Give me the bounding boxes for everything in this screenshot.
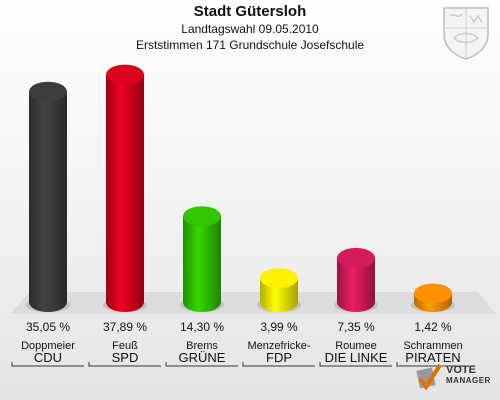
candidate-label: Doppmeier — [21, 340, 75, 352]
party-underline — [88, 362, 161, 367]
bar-grüne — [180, 206, 224, 312]
party-underline — [396, 362, 469, 367]
candidate-label: Feuß — [112, 340, 138, 352]
party-underline — [11, 362, 84, 367]
party-underline — [165, 362, 238, 367]
candidate-label: Brems — [186, 340, 218, 352]
party-label: GRÜNE — [179, 350, 226, 365]
chart-subtitle: Landtagswahl 09.05.2010 — [181, 22, 319, 36]
bar-fdp — [257, 268, 301, 312]
bar-cdu — [26, 81, 70, 312]
party-underline — [319, 362, 392, 367]
logo-text-vote: VOTE — [446, 364, 476, 376]
value-label: 37,89 % — [103, 320, 147, 334]
party-label: FDP — [266, 350, 292, 365]
ballot-check-icon — [416, 363, 442, 391]
candidate-label: Schrammen — [403, 340, 462, 352]
party-underline — [242, 362, 315, 367]
candidate-label: Menzefricke- — [248, 340, 311, 352]
party-label: SPD — [112, 350, 139, 365]
candidate-label: Roumee — [335, 340, 377, 352]
party-label: PIRATEN — [405, 350, 460, 365]
value-label: 1,42 % — [414, 320, 452, 334]
party-label: DIE LINKE — [325, 350, 388, 365]
bar-die-linke — [334, 247, 378, 312]
logo-text-manager: MANAGER — [446, 376, 491, 385]
bar-spd — [103, 64, 147, 312]
value-label: 35,05 % — [26, 320, 70, 334]
chart-subtitle-detail: Erststimmen 171 Grundschule Josefschule — [135, 38, 365, 52]
value-label: 3,99 % — [260, 320, 298, 334]
value-label: 7,35 % — [337, 320, 375, 334]
coat-of-arms-icon — [443, 7, 489, 60]
party-label: CDU — [34, 350, 62, 365]
vote-manager-logo: VOTE MANAGER — [412, 360, 492, 394]
chart-title: Stadt Gütersloh — [193, 3, 307, 20]
value-label: 14,30 % — [180, 320, 224, 334]
bar-piraten — [411, 283, 455, 312]
